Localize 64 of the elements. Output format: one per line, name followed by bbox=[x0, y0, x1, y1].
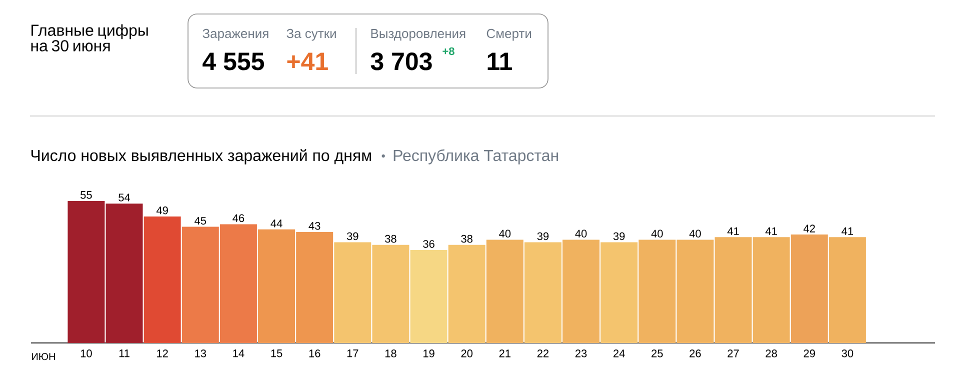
x-axis-title: ИЮН bbox=[32, 353, 55, 360]
bar bbox=[410, 250, 448, 343]
x-tick-label: 15 bbox=[271, 350, 282, 358]
x-tick-label: 25 bbox=[652, 350, 663, 358]
x-tick-label: 10 bbox=[80, 350, 92, 358]
data-label: 39 bbox=[346, 232, 358, 240]
x-tick-label: 16 bbox=[309, 350, 320, 358]
data-label: 39 bbox=[537, 232, 549, 240]
text: +8 bbox=[442, 47, 454, 56]
x-tick-label: 17 bbox=[347, 350, 358, 358]
data-label: 40 bbox=[689, 230, 701, 238]
data-label: 45 bbox=[194, 216, 206, 225]
x-tick-label: 30 bbox=[842, 350, 854, 358]
data-label: 44 bbox=[270, 220, 282, 228]
bar bbox=[828, 237, 866, 343]
data-label: 55 bbox=[80, 191, 92, 199]
text: Смерти bbox=[486, 28, 532, 41]
text: Заражения bbox=[202, 28, 268, 41]
bar bbox=[448, 244, 486, 343]
x-tick-label: 11 bbox=[119, 350, 130, 358]
x-tick-label: 12 bbox=[157, 350, 168, 358]
bar bbox=[524, 242, 562, 343]
data-label: 40 bbox=[575, 230, 587, 238]
x-tick-label: 18 bbox=[385, 350, 396, 358]
x-tick-label: 13 bbox=[195, 350, 206, 358]
x-tick-label: 20 bbox=[461, 350, 473, 358]
data-label: 42 bbox=[804, 224, 815, 232]
data-label: 43 bbox=[308, 222, 320, 230]
x-tick-label: 19 bbox=[423, 350, 434, 358]
text: 3 703 bbox=[370, 52, 432, 70]
data-label: 40 bbox=[651, 230, 663, 238]
data-label: 39 bbox=[613, 232, 625, 240]
bar bbox=[600, 242, 638, 343]
x-tick-label: 29 bbox=[804, 350, 815, 358]
data-label: 38 bbox=[385, 234, 396, 243]
x-tick-label: 28 bbox=[766, 350, 777, 358]
data-label: 49 bbox=[156, 206, 168, 214]
data-label: 41 bbox=[842, 227, 854, 235]
x-tick-label: 24 bbox=[614, 350, 625, 358]
data-label: 40 bbox=[499, 230, 511, 238]
data-label: 41 bbox=[727, 227, 739, 235]
data-label: 38 bbox=[461, 234, 472, 243]
data-label: 36 bbox=[423, 240, 434, 248]
bar bbox=[790, 234, 828, 343]
text: Выздоровления bbox=[371, 29, 466, 41]
bar bbox=[144, 216, 181, 343]
data-label: 41 bbox=[765, 227, 777, 235]
text: 11 bbox=[488, 52, 512, 70]
chart-title: Число новых выявленных заражений по дням bbox=[31, 149, 371, 164]
text: Главные цифры на 30 июня bbox=[31, 24, 148, 52]
x-tick-label: 23 bbox=[575, 350, 587, 358]
bar bbox=[562, 240, 600, 343]
x-tick-label: 27 bbox=[728, 350, 739, 358]
data-label: 54 bbox=[118, 194, 130, 202]
text: +41 bbox=[287, 52, 328, 70]
text: За сутки bbox=[286, 28, 336, 41]
chart-subtitle: Республика Татарстан bbox=[394, 149, 558, 164]
text: 4 555 bbox=[202, 52, 264, 70]
x-tick-label: 22 bbox=[537, 350, 549, 358]
bar bbox=[486, 240, 524, 343]
data-label: 46 bbox=[232, 214, 244, 222]
x-tick-label: 21 bbox=[499, 350, 510, 358]
x-tick-label: 14 bbox=[233, 350, 244, 358]
x-tick-label: 26 bbox=[690, 350, 701, 358]
